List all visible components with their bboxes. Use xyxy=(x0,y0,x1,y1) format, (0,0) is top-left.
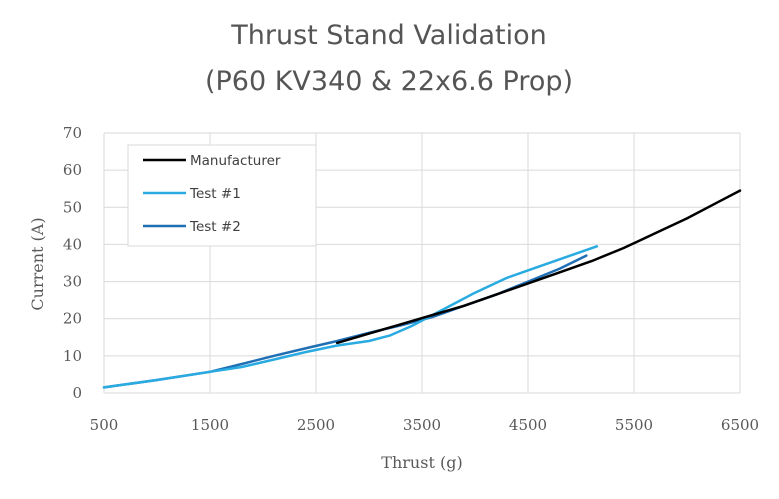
legend-box xyxy=(127,144,317,247)
series-lines xyxy=(102,189,742,389)
legend-label-test-1: Test #1 xyxy=(189,186,241,202)
legend: Manufacturer Test #1 Test #2 xyxy=(127,144,317,247)
x-tick-label: 2500 xyxy=(297,416,335,434)
y-tick-label: 20 xyxy=(63,310,82,328)
x-tick-label: 4500 xyxy=(509,416,547,434)
y-tick-labels: 0 10 20 30 40 50 60 70 xyxy=(63,124,82,402)
y-tick-label: 30 xyxy=(63,273,82,291)
x-tick-label: 1500 xyxy=(191,416,229,434)
y-tick-label: 60 xyxy=(63,161,82,179)
y-tick-label: 50 xyxy=(63,198,82,216)
y-tick-label: 10 xyxy=(63,347,82,365)
x-tick-labels: 500 1500 2500 3500 4500 5500 6500 xyxy=(90,416,759,434)
x-axis-label: Thrust (g) xyxy=(381,453,462,472)
y-tick-label: 0 xyxy=(72,384,82,402)
chart-subtitle: (P60 KV340 & 22x6.6 Prop) xyxy=(205,66,573,97)
y-tick-label: 70 xyxy=(63,124,82,142)
x-tick-label: 5500 xyxy=(615,416,653,434)
x-tick-label: 500 xyxy=(90,416,119,434)
y-axis-label: Current (A) xyxy=(28,217,47,310)
chart-title: Thrust Stand Validation xyxy=(230,20,546,51)
legend-label-test-2: Test #2 xyxy=(189,219,241,235)
series-line-test-1 xyxy=(102,245,599,389)
x-tick-label: 3500 xyxy=(403,416,441,434)
x-tick-label: 6500 xyxy=(721,416,759,434)
series-line-manufacturer xyxy=(335,189,742,345)
legend-label-manufacturer: Manufacturer xyxy=(190,153,281,169)
y-tick-label: 40 xyxy=(63,235,82,253)
